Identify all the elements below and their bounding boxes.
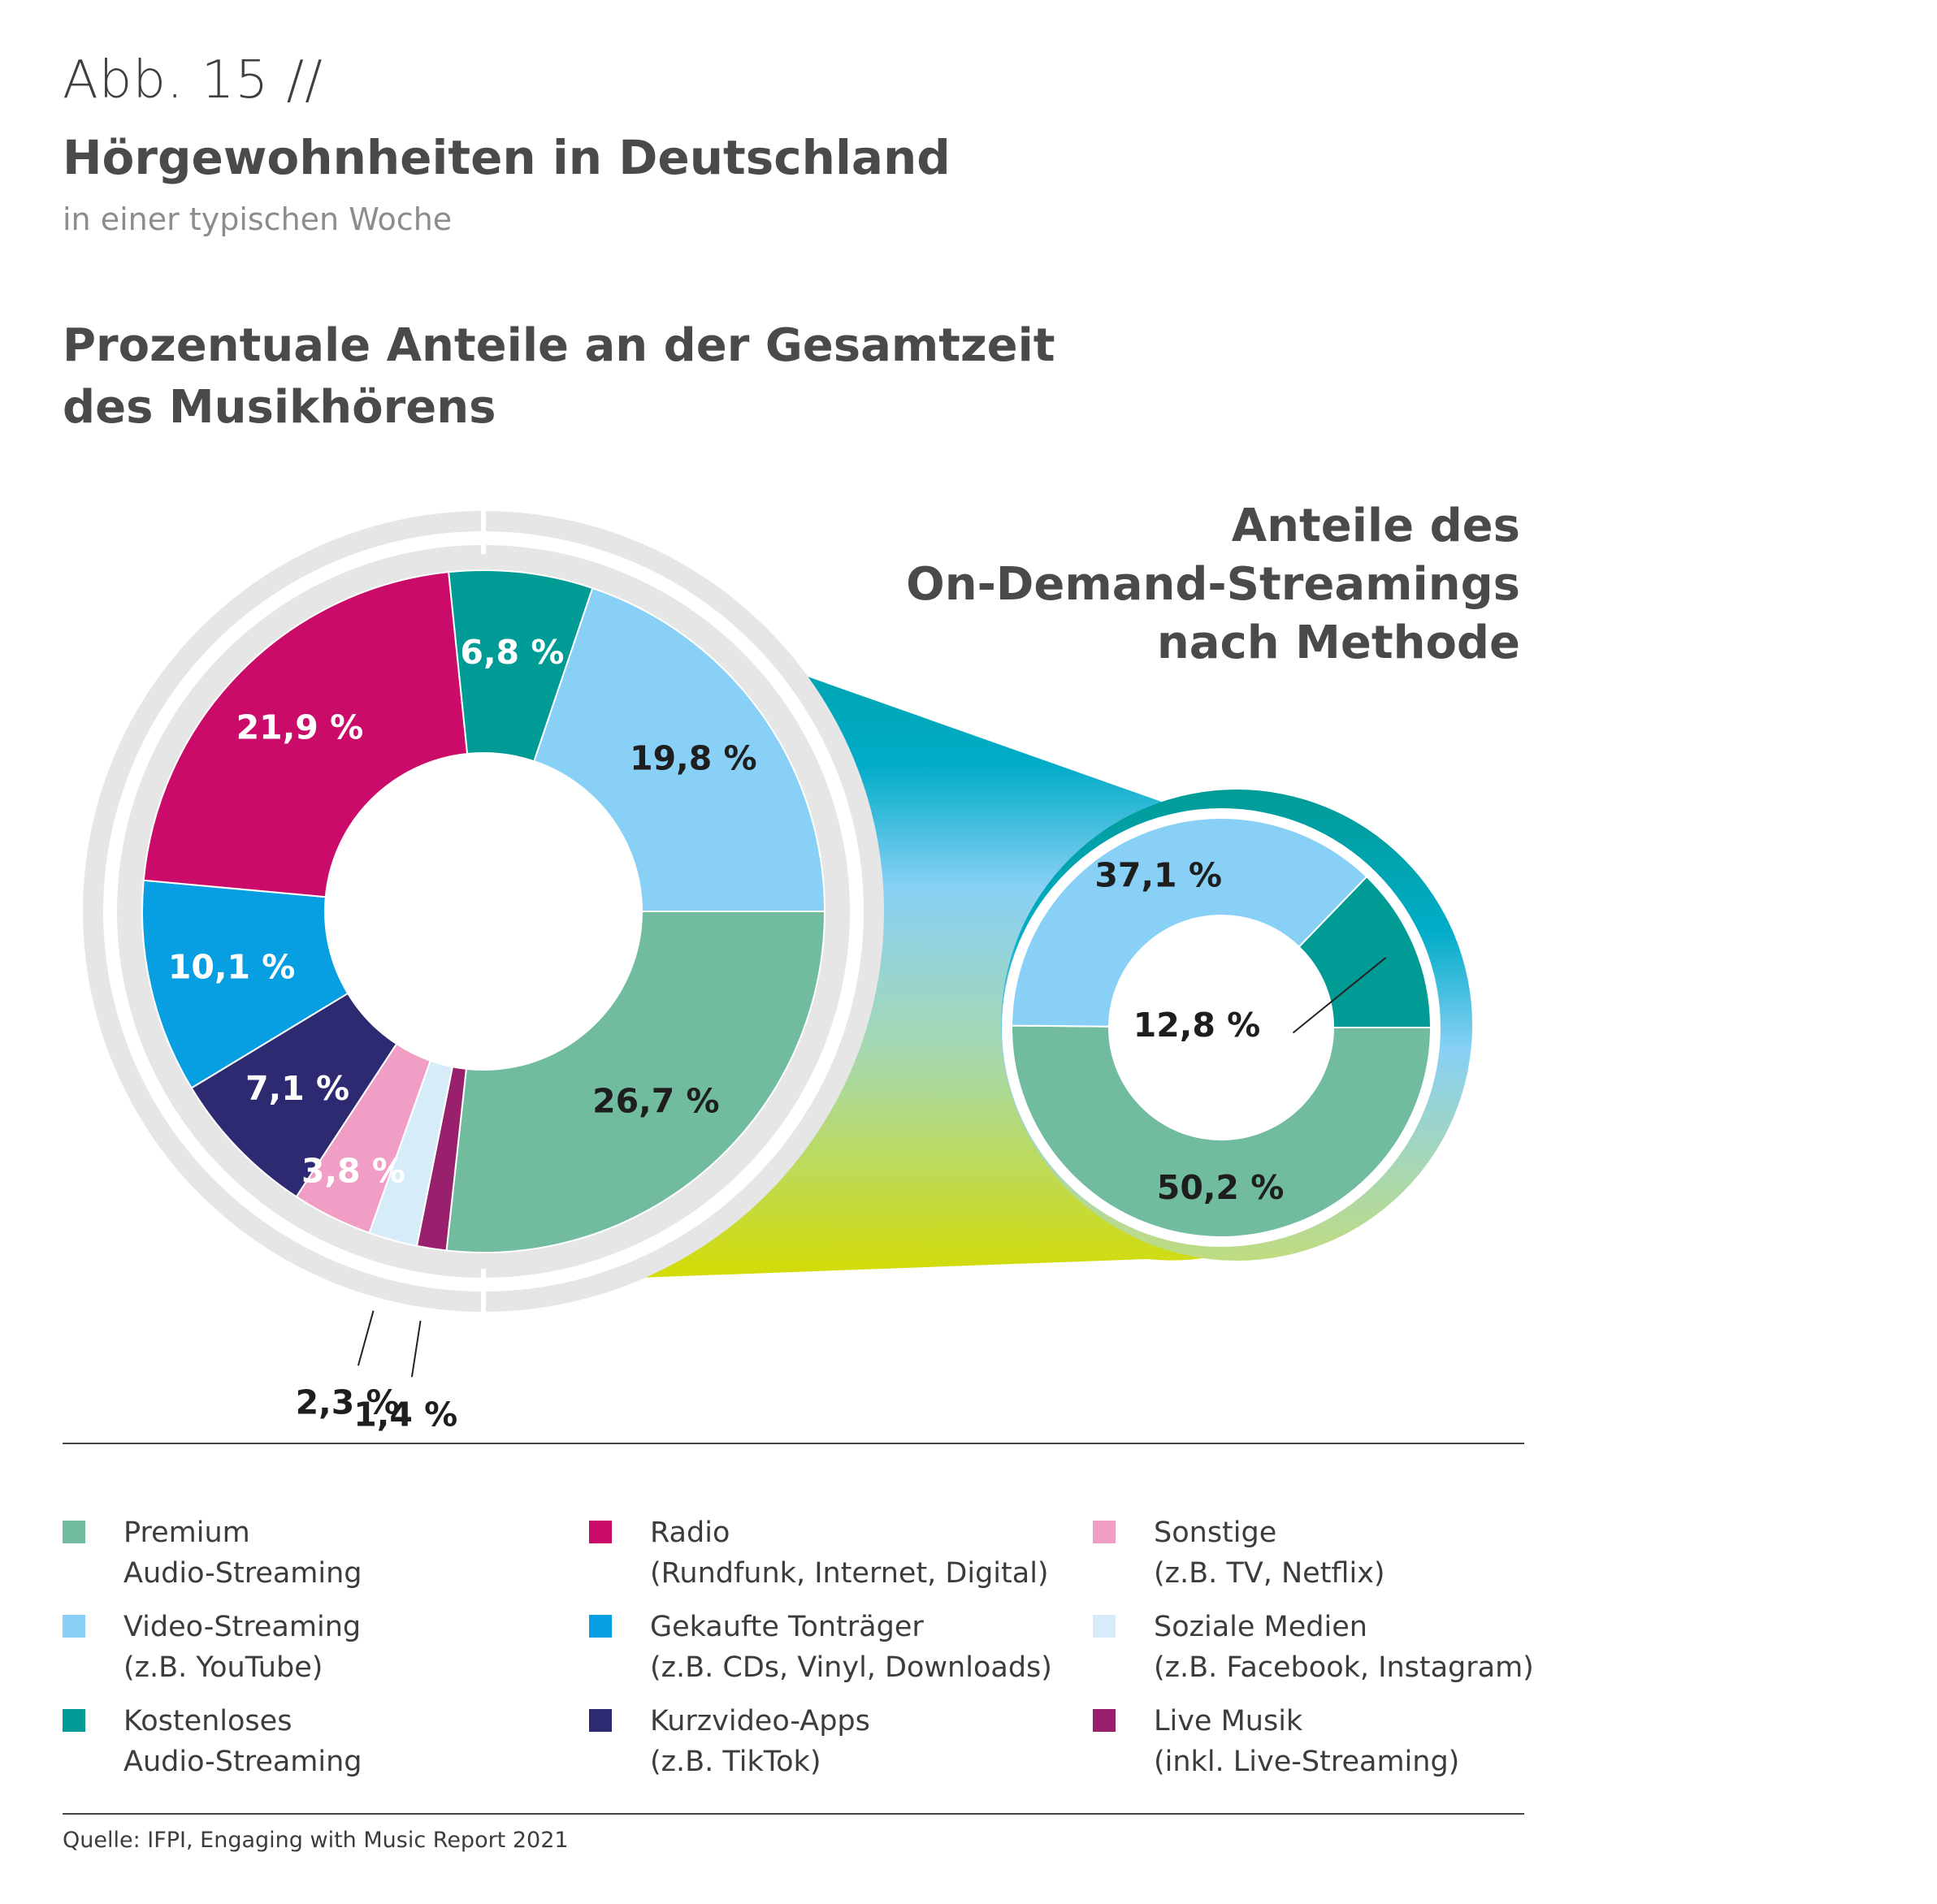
figure-label: Abb. 15 // <box>63 50 323 110</box>
legend-label-line: Audio-Streaming <box>124 1746 362 1778</box>
divider-top <box>63 1443 1524 1444</box>
main-donut-hole <box>325 753 642 1070</box>
ring-tick-bottom <box>481 1269 486 1318</box>
legend-label: Radio (Rundfunk, Internet, Digital) <box>650 1512 1105 1594</box>
legend-label-line: (Rundfunk, Internet, Digital) <box>650 1557 1049 1590</box>
source-note: Quelle: IFPI, Engaging with Music Report… <box>63 1828 569 1853</box>
detail-label-kostenloses-audio-streaming: 12,8 % <box>1133 1006 1261 1045</box>
slice-labels: 26,7 % 1,4 %2,3 % 3,8 % 7,1 % 10,1 % 21,9 % 6,… <box>168 633 1387 1434</box>
legend-swatch <box>1093 1615 1116 1638</box>
divider-bottom <box>63 1813 1524 1815</box>
legend-label-line: (z.B. TV, Netflix) <box>1154 1557 1385 1590</box>
main-label-video-streaming-z-b-youtube: 19,8 % <box>630 739 757 778</box>
legend-swatch <box>63 1709 85 1732</box>
legend-label-line: Premium <box>124 1517 250 1549</box>
callout-line-soziale-medien-z-b-facebook-instagram <box>357 1310 375 1366</box>
chart-title-line: Prozentuale Anteile an der Gesamtzeit <box>63 319 1055 372</box>
detail-title-line: nach Methode <box>1156 617 1520 669</box>
legend-swatch <box>589 1615 612 1638</box>
legend-label-line: (z.B. CDs, Vinyl, Downloads) <box>650 1651 1052 1684</box>
chart-title: Prozentuale Anteile an der Gesamtzeit de… <box>63 315 1200 439</box>
chart-title-line: des Musikhörens <box>63 381 496 434</box>
ring-tick-top <box>481 505 486 554</box>
legend-label: Premium Audio-Streaming <box>124 1512 578 1594</box>
page-subtitle: in einer typischen Woche <box>63 201 453 237</box>
legend-label-line: Kurzvideo-Apps <box>650 1705 870 1737</box>
legend-label-line: Audio-Streaming <box>124 1557 362 1590</box>
legend-label-line: Live Musik <box>1154 1705 1303 1737</box>
detail-slice-premium-audio-streaming <box>1011 1024 1432 1238</box>
main-label-kostenloses-audio-streaming: 6,8 % <box>460 633 564 672</box>
legend-label-line: (z.B. Facebook, Instagram) <box>1154 1651 1534 1684</box>
legend-swatch <box>1093 1521 1116 1543</box>
legend-label-line: Sonstige <box>1154 1517 1277 1549</box>
legend-swatch <box>589 1709 612 1732</box>
main-label-soziale-medien-z-b-facebook-instagram: 2,3 % <box>296 1383 400 1422</box>
legend-label: Soziale Medien (z.B. Facebook, Instagram) <box>1154 1607 1609 1688</box>
callout-line-kostenloses-audio-streaming <box>1292 957 1387 1034</box>
main-label-premium-audio-streaming: 26,7 % <box>592 1082 720 1121</box>
legend-swatch <box>589 1521 612 1543</box>
legend-swatch <box>1093 1709 1116 1732</box>
detail-label-video-streaming-z-b-youtube: 37,1 % <box>1094 856 1222 895</box>
legend-label-line: Video-Streaming <box>124 1611 362 1643</box>
main-label-sonstige-z-b-tv-netflix: 3,8 % <box>301 1151 405 1190</box>
main-donut <box>83 505 884 1318</box>
legend-label-line: Radio <box>650 1517 730 1549</box>
legend-label: Sonstige (z.B. TV, Netflix) <box>1154 1512 1609 1594</box>
detail-chart-title: Anteile des On-Demand-Streamings nach Me… <box>789 497 1520 673</box>
legend-label: Kostenloses Audio-Streaming <box>124 1701 578 1782</box>
legend-label-line: (inkl. Live-Streaming) <box>1154 1746 1460 1778</box>
legend-label-line: Soziale Medien <box>1154 1611 1367 1643</box>
detail-title-line: On-Demand-Streamings <box>906 558 1520 611</box>
detail-title-line: Anteile des <box>1231 500 1520 552</box>
main-label-kurzvideo-apps-z-b-tiktok: 7,1 % <box>245 1069 349 1108</box>
legend-label-line: Kostenloses <box>124 1705 292 1737</box>
main-label-radio-rundfunk-internet-digital: 21,9 % <box>236 708 364 746</box>
detail-donut-hole <box>1109 915 1333 1140</box>
detail-donut <box>1002 808 1441 1247</box>
legend-label: Gekaufte Tonträger (z.B. CDs, Vinyl, Down… <box>650 1607 1105 1688</box>
legend-label: Video-Streaming (z.B. YouTube) <box>124 1607 578 1688</box>
legend-label: Kurzvideo-Apps (z.B. TikTok) <box>650 1701 1105 1782</box>
callout-line-live-musik-inkl-live-streaming <box>410 1320 422 1378</box>
legend-label-line: Gekaufte Tonträger <box>650 1611 924 1643</box>
detail-label-premium-audio-streaming: 50,2 % <box>1157 1168 1285 1207</box>
main-label-gekaufte-tontr-ger-z-b-cds-vinyl-downloads: 10,1 % <box>168 947 296 986</box>
legend-label-line: (z.B. TikTok) <box>650 1746 821 1778</box>
page-title: Hörgewohnheiten in Deutschland <box>63 130 951 185</box>
legend-label: Live Musik (inkl. Live-Streaming) <box>1154 1701 1609 1782</box>
main-label-live-musik-inkl-live-streaming: 1,4 % <box>353 1396 457 1434</box>
legend-swatch <box>63 1615 85 1638</box>
legend-label-line: (z.B. YouTube) <box>124 1651 323 1684</box>
legend-swatch <box>63 1521 85 1543</box>
